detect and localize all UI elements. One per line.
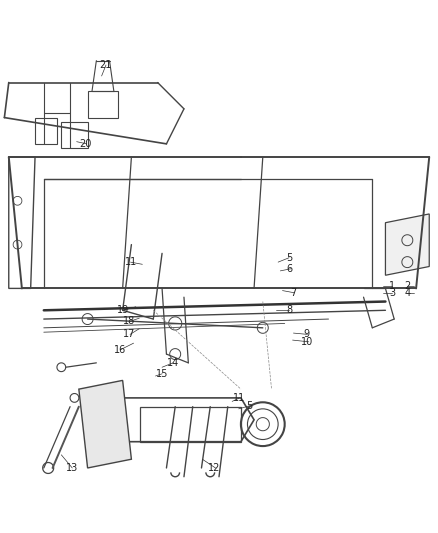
Text: 3: 3 bbox=[389, 288, 395, 298]
Text: 16: 16 bbox=[114, 345, 127, 355]
Text: 11: 11 bbox=[125, 257, 138, 267]
Text: 5: 5 bbox=[247, 401, 253, 411]
Polygon shape bbox=[79, 381, 131, 468]
Text: 11: 11 bbox=[233, 393, 245, 403]
Text: 15: 15 bbox=[156, 369, 168, 379]
Text: 1: 1 bbox=[389, 281, 395, 291]
Text: 5: 5 bbox=[286, 253, 292, 263]
Text: 7: 7 bbox=[290, 288, 297, 298]
Text: 2: 2 bbox=[404, 281, 410, 291]
Text: 14: 14 bbox=[167, 358, 179, 368]
Text: 8: 8 bbox=[286, 305, 292, 316]
Text: 20: 20 bbox=[79, 139, 92, 149]
Text: 13: 13 bbox=[66, 463, 78, 473]
Text: 10: 10 bbox=[300, 337, 313, 347]
Text: 12: 12 bbox=[208, 463, 221, 473]
Text: 19: 19 bbox=[117, 305, 129, 316]
Text: 18: 18 bbox=[123, 316, 135, 326]
Text: 17: 17 bbox=[123, 329, 135, 340]
Text: 21: 21 bbox=[99, 60, 111, 70]
Text: 6: 6 bbox=[286, 264, 292, 273]
Text: 9: 9 bbox=[304, 329, 310, 340]
Text: 4: 4 bbox=[404, 288, 410, 298]
Polygon shape bbox=[385, 214, 429, 275]
